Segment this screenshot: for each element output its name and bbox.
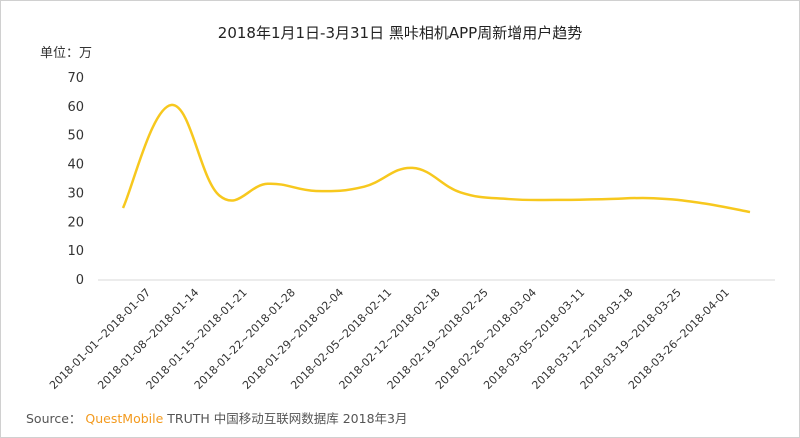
- y-tick-label: 10: [67, 244, 84, 259]
- source-label: Source：: [26, 411, 82, 426]
- y-tick-label: 50: [67, 129, 84, 144]
- source-note: Source： QuestMobile TRUTH 中国移动互联网数据库 201…: [26, 408, 408, 427]
- y-tick-label: 70: [67, 71, 84, 86]
- x-tick-label: 2018-01-15~2018-01-21: [144, 286, 250, 392]
- x-tick-label: 2018-01-01~2018-01-07: [47, 286, 153, 392]
- chart-title: 2018年1月1日-3月31日 黑咔相机APP周新增用户趋势: [217, 24, 583, 42]
- x-tick-label: 2018-02-19~2018-02-25: [385, 286, 491, 392]
- x-tick-label: 2018-01-08~2018-01-14: [95, 286, 201, 392]
- y-tick-label: 20: [67, 215, 84, 230]
- source-brand: QuestMobile: [85, 411, 164, 426]
- x-tick-label: 2018-02-26~2018-03-04: [433, 286, 539, 392]
- x-tick-label: 2018-03-12~2018-03-18: [529, 286, 635, 392]
- y-tick-label: 40: [67, 158, 84, 173]
- x-tick-label: 2018-02-12~2018-02-18: [337, 286, 443, 392]
- y-tick-label: 30: [67, 186, 84, 201]
- x-tick-label: 2018-01-29~2018-02-04: [240, 286, 346, 392]
- y-tick-label: 0: [76, 273, 84, 288]
- series-line: [121, 103, 751, 214]
- x-tick-label: 2018-03-26~2018-04-01: [626, 286, 732, 392]
- x-tick-label: 2018-01-22~2018-01-28: [192, 286, 298, 392]
- x-tick-label: 2018-02-05~2018-02-11: [288, 286, 394, 392]
- x-tick-label: 2018-03-05~2018-03-11: [481, 286, 587, 392]
- x-tick-label: 2018-03-19~2018-03-25: [578, 286, 684, 392]
- source-text: TRUTH 中国移动互联网数据库 2018年3月: [167, 411, 408, 426]
- y-axis-unit: 单位：万: [40, 46, 93, 61]
- y-tick-label: 60: [67, 100, 84, 115]
